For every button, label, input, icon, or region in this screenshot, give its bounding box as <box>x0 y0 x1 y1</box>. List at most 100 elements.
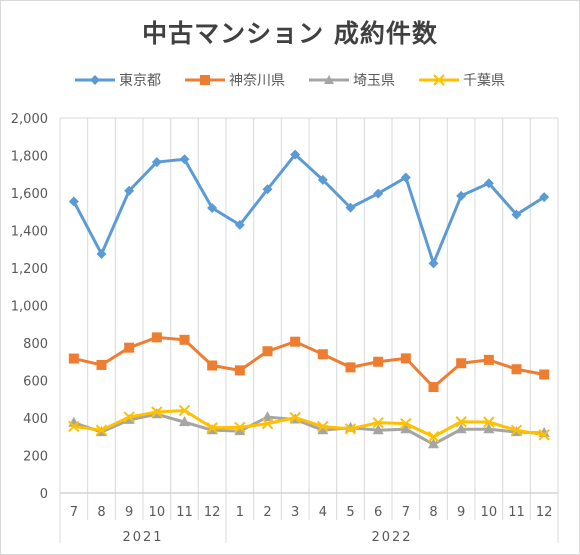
x-tick-label: 4 <box>319 505 327 520</box>
data-point <box>96 359 107 370</box>
data-point <box>123 411 135 423</box>
data-point <box>290 336 301 347</box>
data-point <box>400 423 412 434</box>
data-point-stroke <box>68 420 80 433</box>
y-tick-label: 600 <box>23 375 48 390</box>
x-tick-label: 10 <box>149 505 166 520</box>
x-tick-label: 8 <box>429 505 437 520</box>
data-point <box>344 423 357 435</box>
data-point <box>400 417 412 430</box>
x-tick-label: 11 <box>508 505 525 520</box>
data-point <box>372 416 384 429</box>
data-point <box>456 190 467 201</box>
data-point-stroke <box>123 411 135 423</box>
data-point <box>289 411 301 424</box>
data-point-stroke <box>95 424 108 436</box>
data-point <box>538 429 550 441</box>
legend-label-chiba: 千葉県 <box>463 73 505 89</box>
data-point <box>68 420 80 433</box>
data-point-stroke <box>178 404 191 417</box>
data-point <box>68 196 79 207</box>
data-point-stroke <box>261 417 274 430</box>
x-tick-label: 2 <box>263 505 271 520</box>
year-label: 2021 <box>122 530 163 545</box>
data-point <box>262 411 273 422</box>
data-point-stroke <box>344 423 357 435</box>
chart-title: 中古マンション 成約件数 <box>142 19 438 48</box>
data-point <box>483 423 495 434</box>
x-tick-label: 3 <box>291 505 299 520</box>
y-tick-label: 0 <box>40 487 48 502</box>
legend-marker-chiba <box>419 74 459 86</box>
data-point <box>234 421 246 434</box>
data-point <box>400 172 411 183</box>
data-point-stroke <box>427 431 440 443</box>
data-point <box>539 192 550 203</box>
data-point <box>207 203 218 213</box>
data-point <box>262 346 273 357</box>
data-point <box>483 416 495 428</box>
data-point <box>68 353 79 364</box>
legend-label-saitama: 埼玉県 <box>353 73 395 89</box>
legend-item-saitama: 埼玉県 <box>309 70 395 90</box>
data-point <box>179 334 190 345</box>
data-point <box>511 364 522 375</box>
x-tick-label: 12 <box>536 505 553 520</box>
data-point <box>206 422 218 434</box>
data-point <box>317 420 329 433</box>
data-point <box>207 360 218 371</box>
data-point <box>345 362 356 373</box>
x-tick-label: 8 <box>97 505 105 520</box>
data-point <box>428 258 439 269</box>
y-tick-label: 1,800 <box>11 150 48 165</box>
data-point <box>456 358 467 369</box>
data-point-stroke <box>151 406 163 418</box>
data-point <box>123 413 135 424</box>
y-tick-label: 2,000 <box>11 112 48 127</box>
data-point-stroke <box>510 424 523 436</box>
series-line <box>73 409 545 439</box>
x-tick-label: 12 <box>204 505 221 520</box>
data-point <box>290 149 301 160</box>
data-point <box>427 431 440 443</box>
data-point <box>151 157 162 168</box>
data-point <box>483 354 494 365</box>
data-point <box>124 342 135 353</box>
y-tick-label: 1,000 <box>11 300 48 315</box>
legend-marker-kanagawa <box>185 75 225 85</box>
data-point <box>483 178 494 189</box>
data-point <box>261 417 274 430</box>
data-point <box>262 184 273 195</box>
data-point-stroke <box>289 411 301 424</box>
x-tick-label: 7 <box>402 505 410 520</box>
x-tick-label: 5 <box>346 505 354 520</box>
data-point <box>317 424 329 435</box>
data-point <box>400 353 411 364</box>
data-point <box>455 416 467 428</box>
y-tick-label: 200 <box>23 450 48 465</box>
series-line <box>72 153 545 265</box>
year-label: 2022 <box>371 530 412 545</box>
data-point-stroke <box>206 422 218 434</box>
data-point <box>151 332 162 343</box>
legend: 東京都 神奈川県 埼玉県 千葉県 <box>0 70 580 90</box>
y-tick-label: 1,600 <box>11 187 48 202</box>
data-point <box>234 365 245 376</box>
data-point <box>178 404 191 417</box>
y-tick-label: 1,400 <box>11 225 48 240</box>
data-point <box>234 425 246 436</box>
legend-marker-tokyo <box>75 75 115 85</box>
data-point <box>95 424 108 436</box>
data-point <box>179 154 190 165</box>
data-point <box>510 424 523 436</box>
legend-label-tokyo: 東京都 <box>119 73 161 89</box>
data-point <box>124 185 135 196</box>
data-point <box>511 209 522 220</box>
data-point <box>345 202 356 213</box>
data-point <box>373 188 384 199</box>
legend-label-kanagawa: 神奈川県 <box>229 73 285 89</box>
x-tick-label: 9 <box>125 505 133 520</box>
data-point <box>151 406 163 418</box>
legend-item-tokyo: 東京都 <box>75 70 161 90</box>
